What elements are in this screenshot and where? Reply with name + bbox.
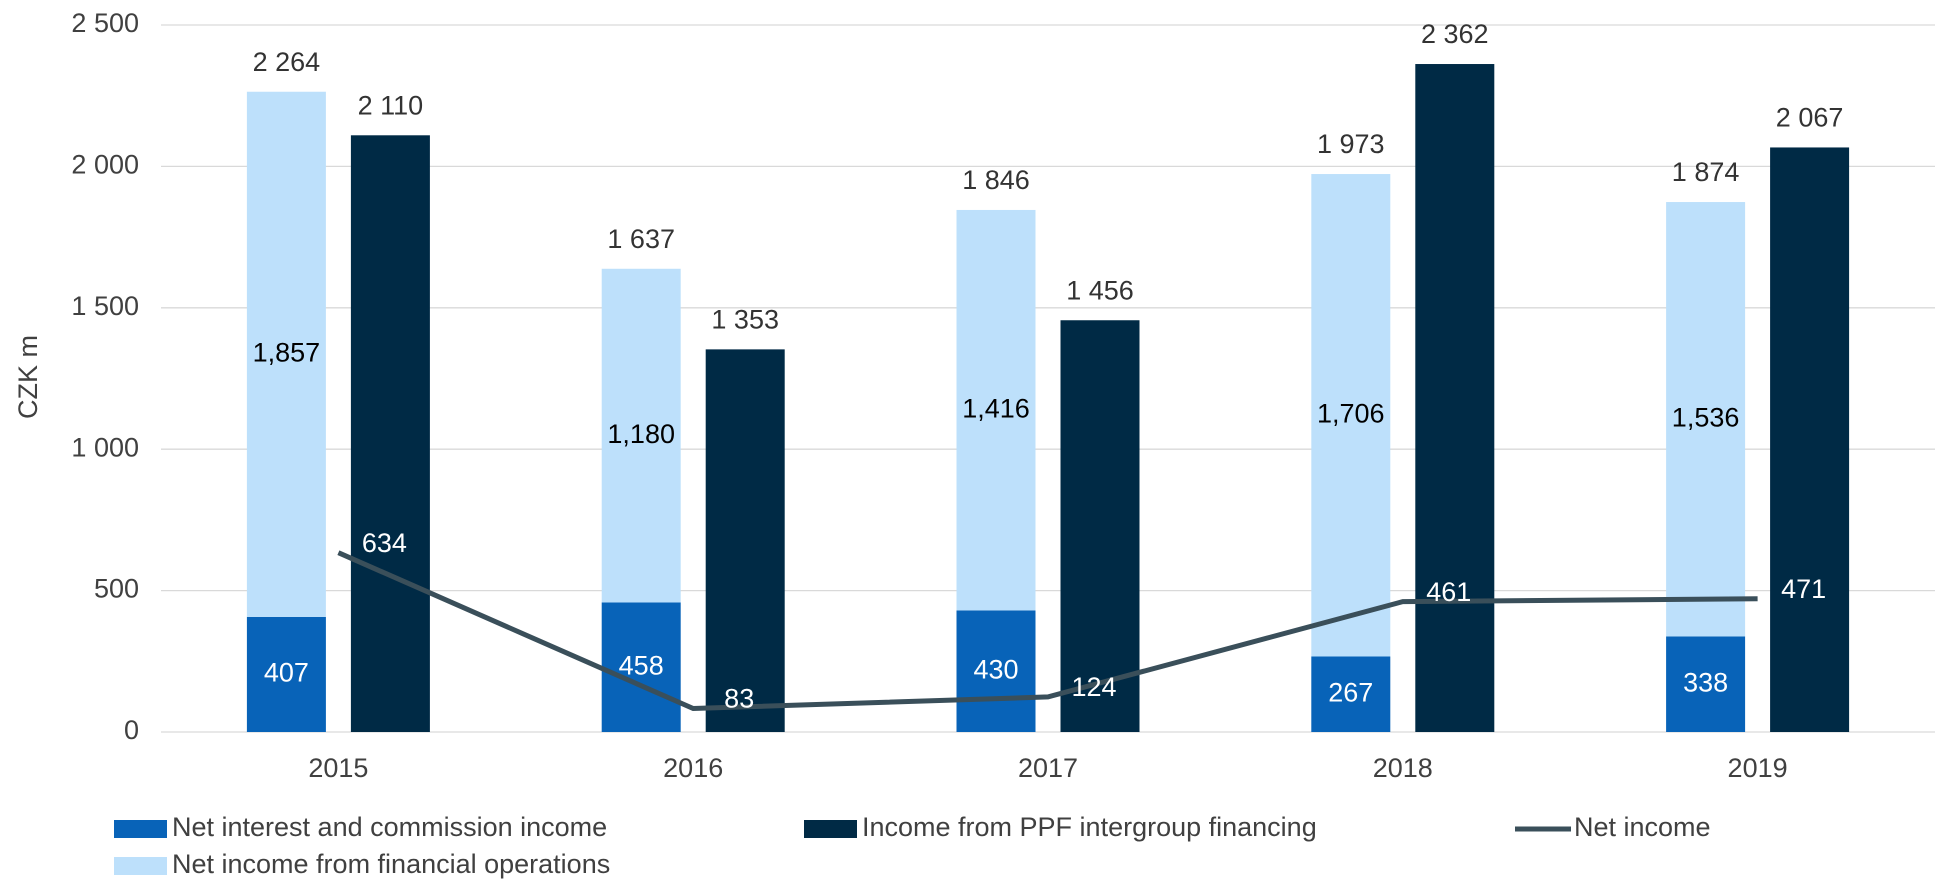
line-label: 124	[1071, 672, 1116, 702]
legend-label: Net income from financial operations	[172, 849, 610, 879]
line-label: 461	[1426, 577, 1471, 607]
y-tick-label: 0	[124, 715, 139, 745]
line	[337, 550, 1758, 712]
legend-swatch	[114, 857, 167, 875]
total-label: 1 973	[1317, 129, 1385, 159]
segment-label: 1,706	[1317, 398, 1385, 428]
total-label: 1 874	[1672, 157, 1740, 187]
bar	[601, 602, 681, 732]
bar	[1415, 64, 1495, 733]
x-tick-label: 2016	[663, 753, 723, 783]
segment-label: 1,857	[253, 337, 321, 367]
line-label: 471	[1781, 574, 1826, 604]
y-axis-label: CZK m	[13, 335, 43, 419]
legend-label: Net income	[1574, 812, 1711, 842]
bar-label: 2 362	[1421, 19, 1489, 49]
bar	[956, 610, 1036, 732]
line-label: 83	[724, 684, 754, 714]
total-label: 2 264	[253, 47, 321, 77]
segment-label: 407	[264, 658, 309, 688]
x-tick-label: 2017	[1018, 753, 1078, 783]
y-tick-label: 1 500	[71, 291, 139, 321]
bar	[1060, 320, 1140, 732]
segment-label: 1,180	[607, 419, 675, 449]
bar-label: 1 456	[1066, 275, 1134, 305]
y-tick-label: 1 000	[71, 432, 139, 462]
bar-label: 2 067	[1776, 103, 1844, 133]
legend-label: Net interest and commission income	[172, 812, 607, 842]
total-label: 1 637	[607, 224, 675, 254]
legend-swatch	[804, 820, 857, 838]
bar	[601, 268, 681, 603]
bar	[1666, 202, 1746, 637]
x-tick-label: 2019	[1728, 753, 1788, 783]
bar	[350, 135, 430, 733]
bar	[1770, 147, 1850, 732]
bar	[1666, 636, 1746, 732]
segment-label: 1,536	[1672, 402, 1740, 432]
line-label: 634	[362, 528, 407, 558]
bar	[1311, 656, 1391, 732]
segment-label: 430	[973, 654, 1018, 684]
x-tick-label: 2018	[1373, 753, 1433, 783]
bar	[246, 91, 326, 617]
bar-label: 1 353	[711, 304, 779, 334]
segment-label: 1,416	[962, 393, 1030, 423]
bar	[956, 209, 1036, 611]
total-label: 1 846	[962, 165, 1030, 195]
bar-label: 2 110	[358, 90, 424, 120]
segment-label: 338	[1683, 667, 1728, 697]
y-tick-label: 2 000	[71, 150, 139, 180]
segment-label: 458	[619, 650, 664, 680]
y-tick-label: 500	[94, 574, 139, 604]
legend-label: Income from PPF intergroup financing	[862, 812, 1317, 842]
bar	[1311, 174, 1391, 657]
x-tick-label: 2015	[308, 753, 368, 783]
segment-label: 267	[1328, 677, 1373, 707]
bar	[246, 616, 326, 732]
y-tick-label: 2 500	[71, 8, 139, 38]
bar	[705, 349, 785, 732]
legend-swatch	[114, 820, 167, 838]
